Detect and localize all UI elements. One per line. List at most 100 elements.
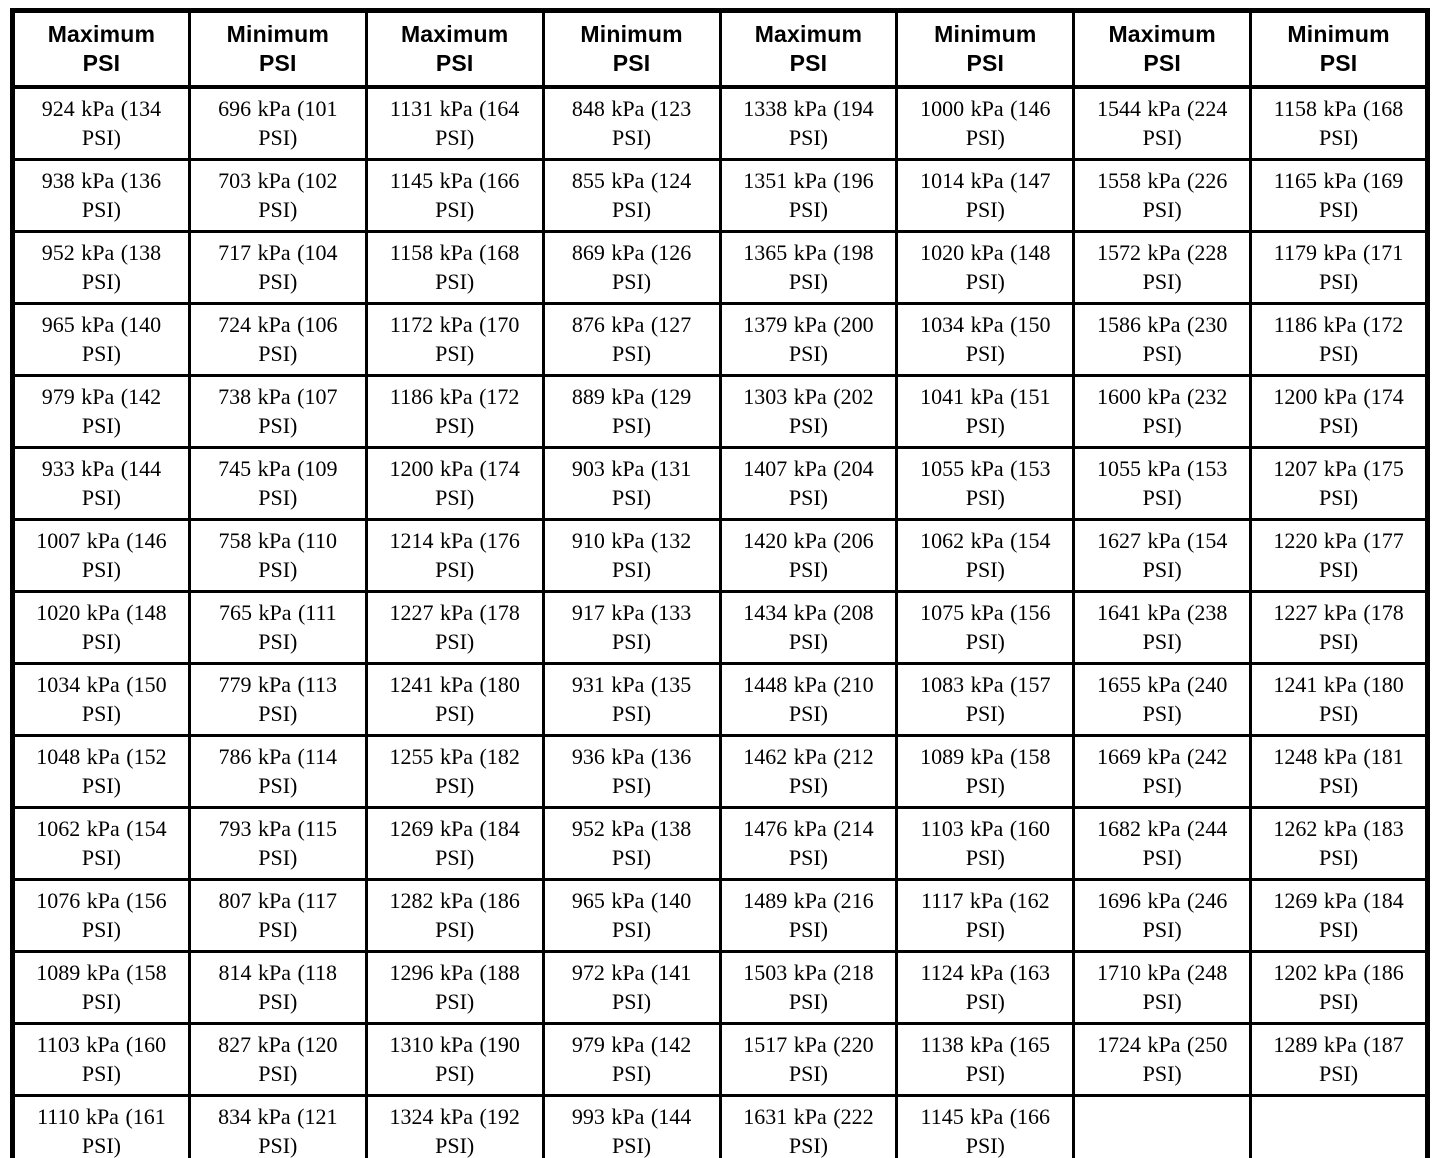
table-cell: 1248 kPa (181 PSI) (1249, 734, 1429, 809)
table-cell: 717 kPa (104 PSI) (187, 230, 368, 305)
table-cell: 1158 kPa (168 PSI) (1249, 85, 1429, 161)
table-cell: 917 kPa (133 PSI) (541, 590, 722, 665)
table-row: 924 kPa (134 PSI) 696 kPa (101 PSI) 1131 k… (11, 85, 1429, 161)
table-cell: 1296 kPa (188 PSI) (364, 950, 545, 1025)
column-header: Maximum PSI (364, 9, 545, 89)
table-cell: 1186 kPa (172 PSI) (364, 374, 545, 449)
table-cell: 1227 kPa (178 PSI) (1249, 590, 1429, 665)
table-row: 938 kPa (136 PSI) 703 kPa (102 PSI) 1145 k… (11, 158, 1429, 233)
table-cell: 876 kPa (127 PSI) (541, 302, 722, 377)
table-cell: 1434 kPa (208 PSI) (718, 590, 899, 665)
table-cell: 1655 kPa (240 PSI) (1072, 662, 1253, 737)
table-cell: 703 kPa (102 PSI) (187, 158, 368, 233)
table-cell: 1202 kPa (186 PSI) (1249, 950, 1429, 1025)
table-cell: 855 kPa (124 PSI) (541, 158, 722, 233)
table-cell: 1227 kPa (178 PSI) (364, 590, 545, 665)
table-cell: 1055 kPa (153 PSI) (1072, 446, 1253, 521)
table-cell: 1200 kPa (174 PSI) (364, 446, 545, 521)
table-cell: 724 kPa (106 PSI) (187, 302, 368, 377)
table-cell: 758 kPa (110 PSI) (187, 518, 368, 593)
table-cell: 786 kPa (114 PSI) (187, 734, 368, 809)
table-row: 1007 kPa (146 PSI) 758 kPa (110 PSI) 1214 … (11, 518, 1429, 593)
table-cell: 924 kPa (134 PSI) (11, 85, 191, 161)
table-cell: 972 kPa (141 PSI) (541, 950, 722, 1025)
table-cell: 965 kPa (140 PSI) (11, 302, 191, 377)
table-cell: 1089 kPa (158 PSI) (895, 734, 1076, 809)
table-cell: 1117 kPa (162 PSI) (895, 878, 1076, 953)
table-cell: 1503 kPa (218 PSI) (718, 950, 899, 1025)
table-cell: 903 kPa (131 PSI) (541, 446, 722, 521)
table-cell: 1324 kPa (192 PSI) (364, 1094, 545, 1158)
table-header-row: Maximum PSI Minimum PSI Maximum PSI Minimum… (11, 9, 1429, 89)
table-row: 1089 kPa (158 PSI) 814 kPa (118 PSI) 1296 … (11, 950, 1429, 1025)
table-cell: 1696 kPa (246 PSI) (1072, 878, 1253, 953)
table-cell: 979 kPa (142 PSI) (541, 1022, 722, 1097)
table-cell: 807 kPa (117 PSI) (187, 878, 368, 953)
table-row: 979 kPa (142 PSI) 738 kPa (107 PSI) 1186 k… (11, 374, 1429, 449)
table-cell: 1269 kPa (184 PSI) (364, 806, 545, 881)
table-cell: 1034 kPa (150 PSI) (11, 662, 191, 737)
table-cell: 1110 kPa (161 PSI) (11, 1094, 191, 1158)
table-cell: 1062 kPa (154 PSI) (11, 806, 191, 881)
table-cell: 979 kPa (142 PSI) (11, 374, 191, 449)
table-row: 952 kPa (138 PSI) 717 kPa (104 PSI) 1158 k… (11, 230, 1429, 305)
table-cell: 1310 kPa (190 PSI) (364, 1022, 545, 1097)
table-row: 1076 kPa (156 PSI) 807 kPa (117 PSI) 1282 … (11, 878, 1429, 953)
table-cell: 1089 kPa (158 PSI) (11, 950, 191, 1025)
table-cell: 745 kPa (109 PSI) (187, 446, 368, 521)
table-cell: 1365 kPa (198 PSI) (718, 230, 899, 305)
table-row: 1048 kPa (152 PSI) 786 kPa (114 PSI) 1255 … (11, 734, 1429, 809)
table-cell: 1062 kPa (154 PSI) (895, 518, 1076, 593)
table-cell: 1627 kPa (154 PSI) (1072, 518, 1253, 593)
column-header: Maximum PSI (1072, 9, 1253, 89)
table-cell: 1048 kPa (152 PSI) (11, 734, 191, 809)
table-cell: 765 kPa (111 PSI) (187, 590, 368, 665)
column-header: Minimum PSI (187, 9, 368, 89)
table-cell: 1158 kPa (168 PSI) (364, 230, 545, 305)
table-cell: 814 kPa (118 PSI) (187, 950, 368, 1025)
table-cell (1249, 1094, 1429, 1158)
table-cell: 1448 kPa (210 PSI) (718, 662, 899, 737)
table-cell: 1241 kPa (180 PSI) (1249, 662, 1429, 737)
table-cell: 869 kPa (126 PSI) (541, 230, 722, 305)
table-cell: 1544 kPa (224 PSI) (1072, 85, 1253, 161)
table-cell: 1682 kPa (244 PSI) (1072, 806, 1253, 881)
table-cell: 933 kPa (144 PSI) (11, 446, 191, 521)
table-cell: 1289 kPa (187 PSI) (1249, 1022, 1429, 1097)
table-cell: 848 kPa (123 PSI) (541, 85, 722, 161)
column-header: Minimum PSI (541, 9, 722, 89)
table-cell: 965 kPa (140 PSI) (541, 878, 722, 953)
table-cell: 1641 kPa (238 PSI) (1072, 590, 1253, 665)
table-cell: 1165 kPa (169 PSI) (1249, 158, 1429, 233)
table-cell: 952 kPa (138 PSI) (11, 230, 191, 305)
table-cell: 1586 kPa (230 PSI) (1072, 302, 1253, 377)
table-cell: 793 kPa (115 PSI) (187, 806, 368, 881)
table-cell: 1131 kPa (164 PSI) (364, 85, 545, 161)
table-cell: 1269 kPa (184 PSI) (1249, 878, 1429, 953)
table-body: 924 kPa (134 PSI) 696 kPa (101 PSI) 1131 k… (11, 85, 1429, 1158)
table-cell: 938 kPa (136 PSI) (11, 158, 191, 233)
table-cell: 1007 kPa (146 PSI) (11, 518, 191, 593)
table-cell: 834 kPa (121 PSI) (187, 1094, 368, 1158)
table-cell: 1262 kPa (183 PSI) (1249, 806, 1429, 881)
table-row: 1034 kPa (150 PSI) 779 kPa (113 PSI) 1241 … (11, 662, 1429, 737)
table-row: 1020 kPa (148 PSI) 765 kPa (111 PSI) 1227 … (11, 590, 1429, 665)
table-cell: 1669 kPa (242 PSI) (1072, 734, 1253, 809)
table-cell: 1476 kPa (214 PSI) (718, 806, 899, 881)
pressure-table: Maximum PSI Minimum PSI Maximum PSI Minimum… (10, 8, 1430, 1158)
table-cell: 1083 kPa (157 PSI) (895, 662, 1076, 737)
column-header: Minimum PSI (895, 9, 1076, 89)
table-cell: 1124 kPa (163 PSI) (895, 950, 1076, 1025)
table-row: 965 kPa (140 PSI) 724 kPa (106 PSI) 1172 k… (11, 302, 1429, 377)
table-cell: 1172 kPa (170 PSI) (364, 302, 545, 377)
table-cell: 1145 kPa (166 PSI) (895, 1094, 1076, 1158)
table-cell: 779 kPa (113 PSI) (187, 662, 368, 737)
table-cell: 1041 kPa (151 PSI) (895, 374, 1076, 449)
table-row: 1103 kPa (160 PSI) 827 kPa (120 PSI) 1310 … (11, 1022, 1429, 1097)
table-cell: 1338 kPa (194 PSI) (718, 85, 899, 161)
table-cell: 1075 kPa (156 PSI) (895, 590, 1076, 665)
table-cell: 1572 kPa (228 PSI) (1072, 230, 1253, 305)
table-cell: 1724 kPa (250 PSI) (1072, 1022, 1253, 1097)
table-cell: 827 kPa (120 PSI) (187, 1022, 368, 1097)
table-cell: 1558 kPa (226 PSI) (1072, 158, 1253, 233)
